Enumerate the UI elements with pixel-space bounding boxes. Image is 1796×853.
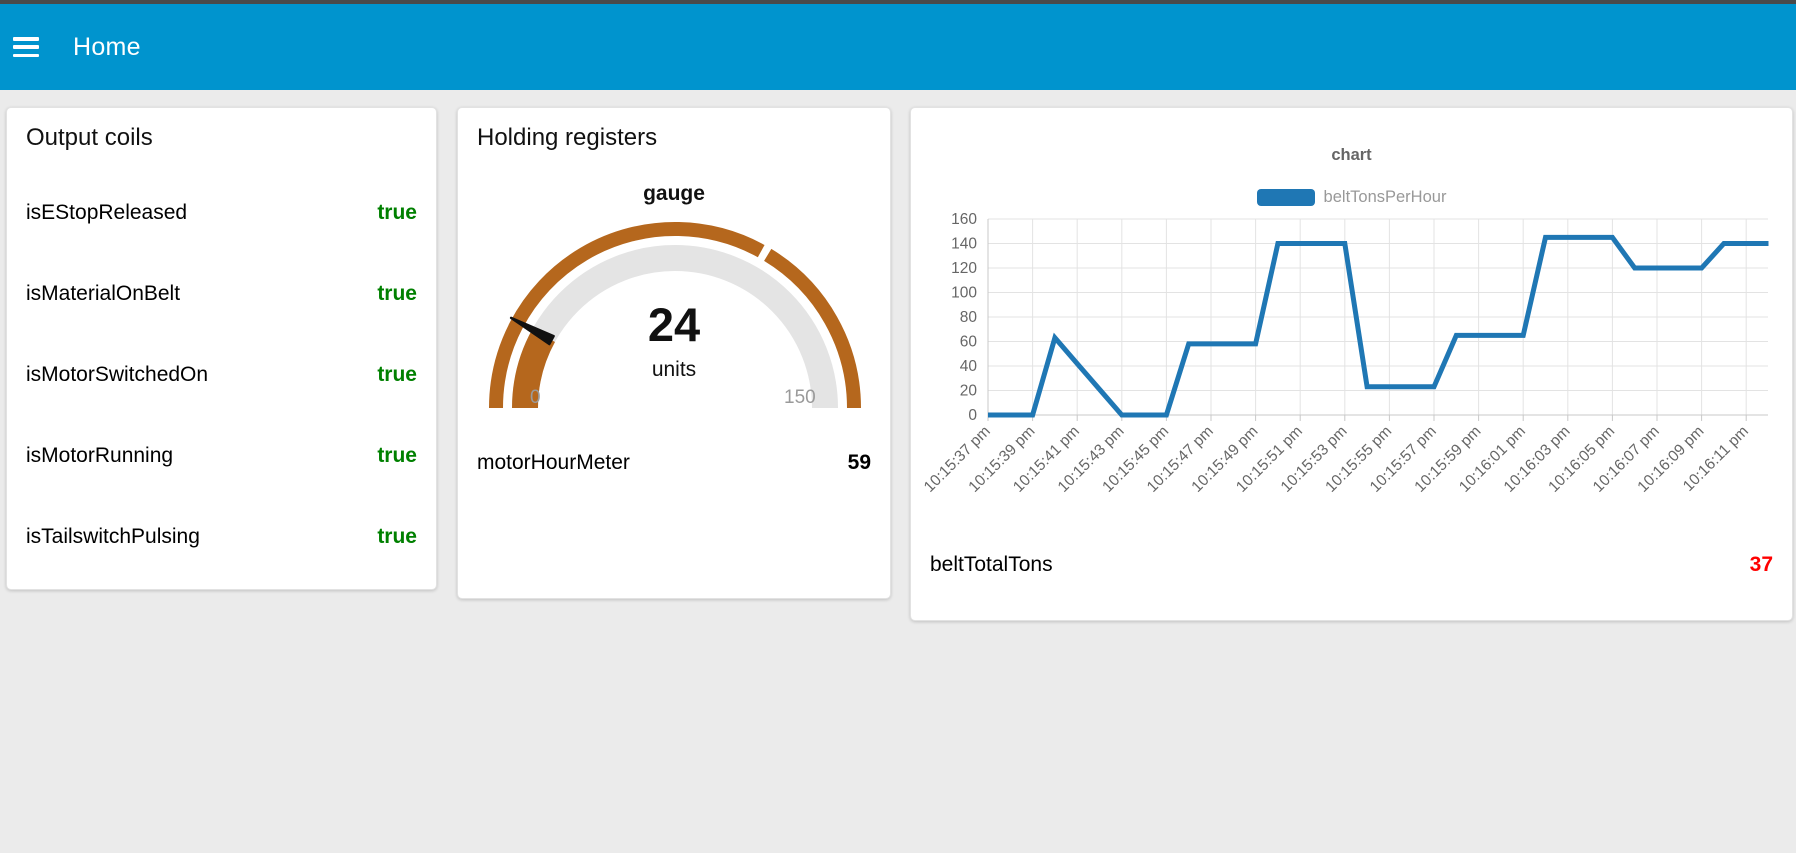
meter-value: 59 bbox=[847, 451, 871, 474]
gauge-units: units bbox=[651, 358, 697, 381]
coil-rows: isEStopReleased true isMaterialOnBelt tr… bbox=[7, 172, 436, 577]
window-top-edge bbox=[0, 0, 1796, 4]
coil-label: isMotorSwitchedOn bbox=[26, 362, 209, 386]
svg-text:60: 60 bbox=[960, 334, 978, 351]
app-header: Home bbox=[0, 4, 1796, 90]
coil-row: isTailswitchPulsing true bbox=[7, 496, 436, 577]
holding-registers-card: Holding registers gauge 24 units 0 150 m… bbox=[457, 107, 891, 599]
gauge-arc bbox=[489, 221, 861, 409]
card-title: Holding registers bbox=[477, 124, 658, 151]
coil-row: isMotorRunning true bbox=[7, 415, 436, 496]
card-title: Output coils bbox=[26, 124, 153, 151]
svg-text:20: 20 bbox=[960, 383, 978, 400]
total-value: 37 bbox=[1749, 553, 1773, 576]
coil-label: isTailswitchPulsing bbox=[26, 524, 200, 548]
svg-text:80: 80 bbox=[960, 309, 978, 326]
coil-label: isEStopReleased bbox=[26, 200, 188, 224]
chart-legend[interactable]: beltTonsPerHour bbox=[911, 188, 1792, 207]
coil-value: true bbox=[377, 200, 417, 224]
coil-value: true bbox=[377, 281, 417, 305]
gauge-min-label: 0 bbox=[530, 387, 541, 408]
svg-text:40: 40 bbox=[960, 358, 978, 375]
gauge-title: gauge bbox=[643, 182, 705, 205]
coil-value: true bbox=[377, 524, 417, 548]
svg-text:100: 100 bbox=[951, 285, 977, 302]
coil-row: isEStopReleased true bbox=[7, 172, 436, 253]
belt-total-tons-row: beltTotalTons 37 bbox=[911, 548, 1792, 582]
legend-swatch bbox=[1256, 189, 1315, 206]
output-coils-card: Output coils isEStopReleased true isMate… bbox=[6, 107, 437, 590]
chart-card: chart beltTonsPerHour 160 140 120 100 80 60 40… bbox=[910, 107, 1793, 621]
coil-row: isMotorSwitchedOn true bbox=[7, 334, 436, 415]
svg-text:0: 0 bbox=[968, 407, 977, 424]
coil-row: isMaterialOnBelt true bbox=[7, 253, 436, 334]
coil-label: isMaterialOnBelt bbox=[26, 281, 181, 305]
coil-label: isMotorRunning bbox=[26, 443, 174, 467]
legend-label: beltTonsPerHour bbox=[1323, 188, 1447, 206]
coil-value: true bbox=[377, 362, 417, 386]
chart-title: chart bbox=[1331, 146, 1372, 164]
gauge-max-label: 150 bbox=[784, 387, 816, 408]
svg-text:120: 120 bbox=[951, 260, 977, 277]
coil-value: true bbox=[377, 443, 417, 467]
gauge-value: 24 bbox=[647, 298, 701, 351]
total-label: beltTotalTons bbox=[930, 553, 1053, 576]
motor-hour-meter-row: motorHourMeter 59 bbox=[458, 446, 890, 480]
svg-text:160: 160 bbox=[951, 211, 977, 228]
meter-label: motorHourMeter bbox=[477, 451, 630, 474]
page-title: Home bbox=[73, 32, 141, 61]
svg-text:140: 140 bbox=[951, 236, 977, 253]
menu-icon[interactable] bbox=[13, 37, 39, 57]
